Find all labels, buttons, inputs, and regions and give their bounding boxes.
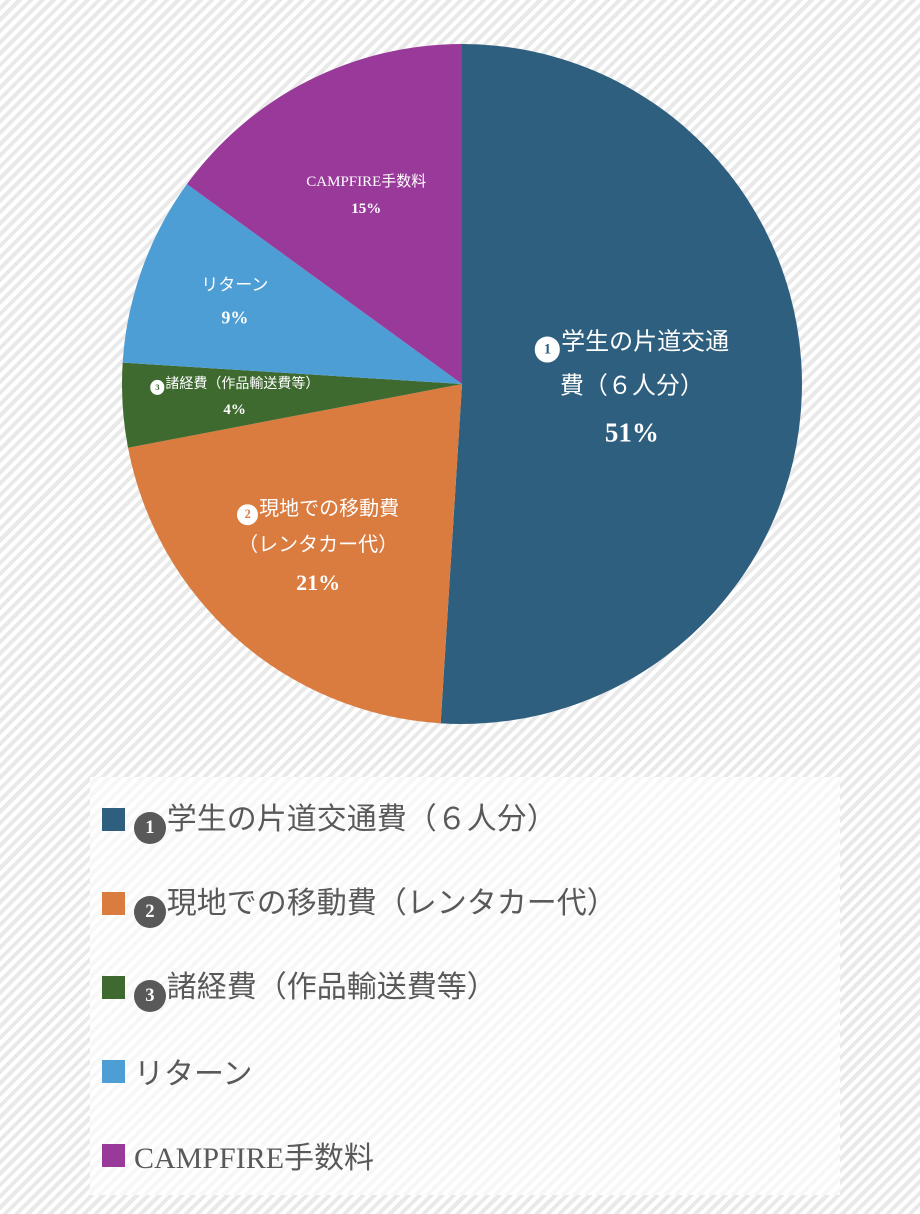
legend: 1 学生の片道交通費（６人分） 2 現地での移動費（レンタカー代） 3 諸経費（作品輸送費… xyxy=(90,777,840,1197)
legend-item-3: 3 諸経費（作品輸送費等） xyxy=(90,945,840,1029)
circled-number-digit: 2 xyxy=(145,900,155,922)
legend-label: 2 現地での移動費（レンタカー代） xyxy=(134,878,617,929)
circled-number-badge: 2 xyxy=(134,896,166,929)
pie-chart xyxy=(122,44,802,724)
legend-item-5: CAMPFIRE手数料 xyxy=(90,1113,840,1197)
legend-label-text: 学生の片道交通費（６人分） xyxy=(166,802,557,836)
legend-label: CAMPFIRE手数料 xyxy=(134,1133,374,1177)
legend-item-4: リターン xyxy=(90,1029,840,1113)
circled-number-badge: 1 xyxy=(134,812,166,845)
legend-label-text: リターン xyxy=(134,1058,253,1091)
legend-panel: 1 学生の片道交通費（６人分） 2 現地での移動費（レンタカー代） 3 諸経費（作品輸送費… xyxy=(90,777,840,1195)
legend-label-text: CAMPFIRE手数料 xyxy=(134,1142,375,1175)
legend-label-text: 現地での移動費（レンタカー代） xyxy=(166,886,617,920)
legend-swatch-icon xyxy=(102,975,125,999)
pie-slice-5 xyxy=(186,44,462,384)
legend-label-text: 諸経費（作品輸送費等） xyxy=(166,970,497,1004)
legend-swatch-icon xyxy=(102,891,125,915)
legend-label: 1 学生の片道交通費（６人分） xyxy=(134,794,557,845)
pie-slice-1 xyxy=(440,44,802,724)
pie-slice-4 xyxy=(122,184,462,384)
circled-number-badge: 3 xyxy=(134,980,166,1013)
legend-swatch-icon xyxy=(102,807,125,831)
circled-number-digit: 1 xyxy=(145,816,155,838)
legend-swatch-icon xyxy=(102,1059,125,1083)
pie-slice-2 xyxy=(128,384,462,724)
circled-number-digit: 3 xyxy=(145,984,155,1006)
legend-item-2: 2 現地での移動費（レンタカー代） xyxy=(90,861,840,945)
legend-swatch-icon xyxy=(102,1143,125,1167)
legend-label: 3 諸経費（作品輸送費等） xyxy=(134,962,497,1013)
legend-item-1: 1 学生の片道交通費（６人分） xyxy=(90,777,840,861)
legend-label: リターン xyxy=(134,1049,253,1093)
pie-slice-3 xyxy=(122,362,462,448)
